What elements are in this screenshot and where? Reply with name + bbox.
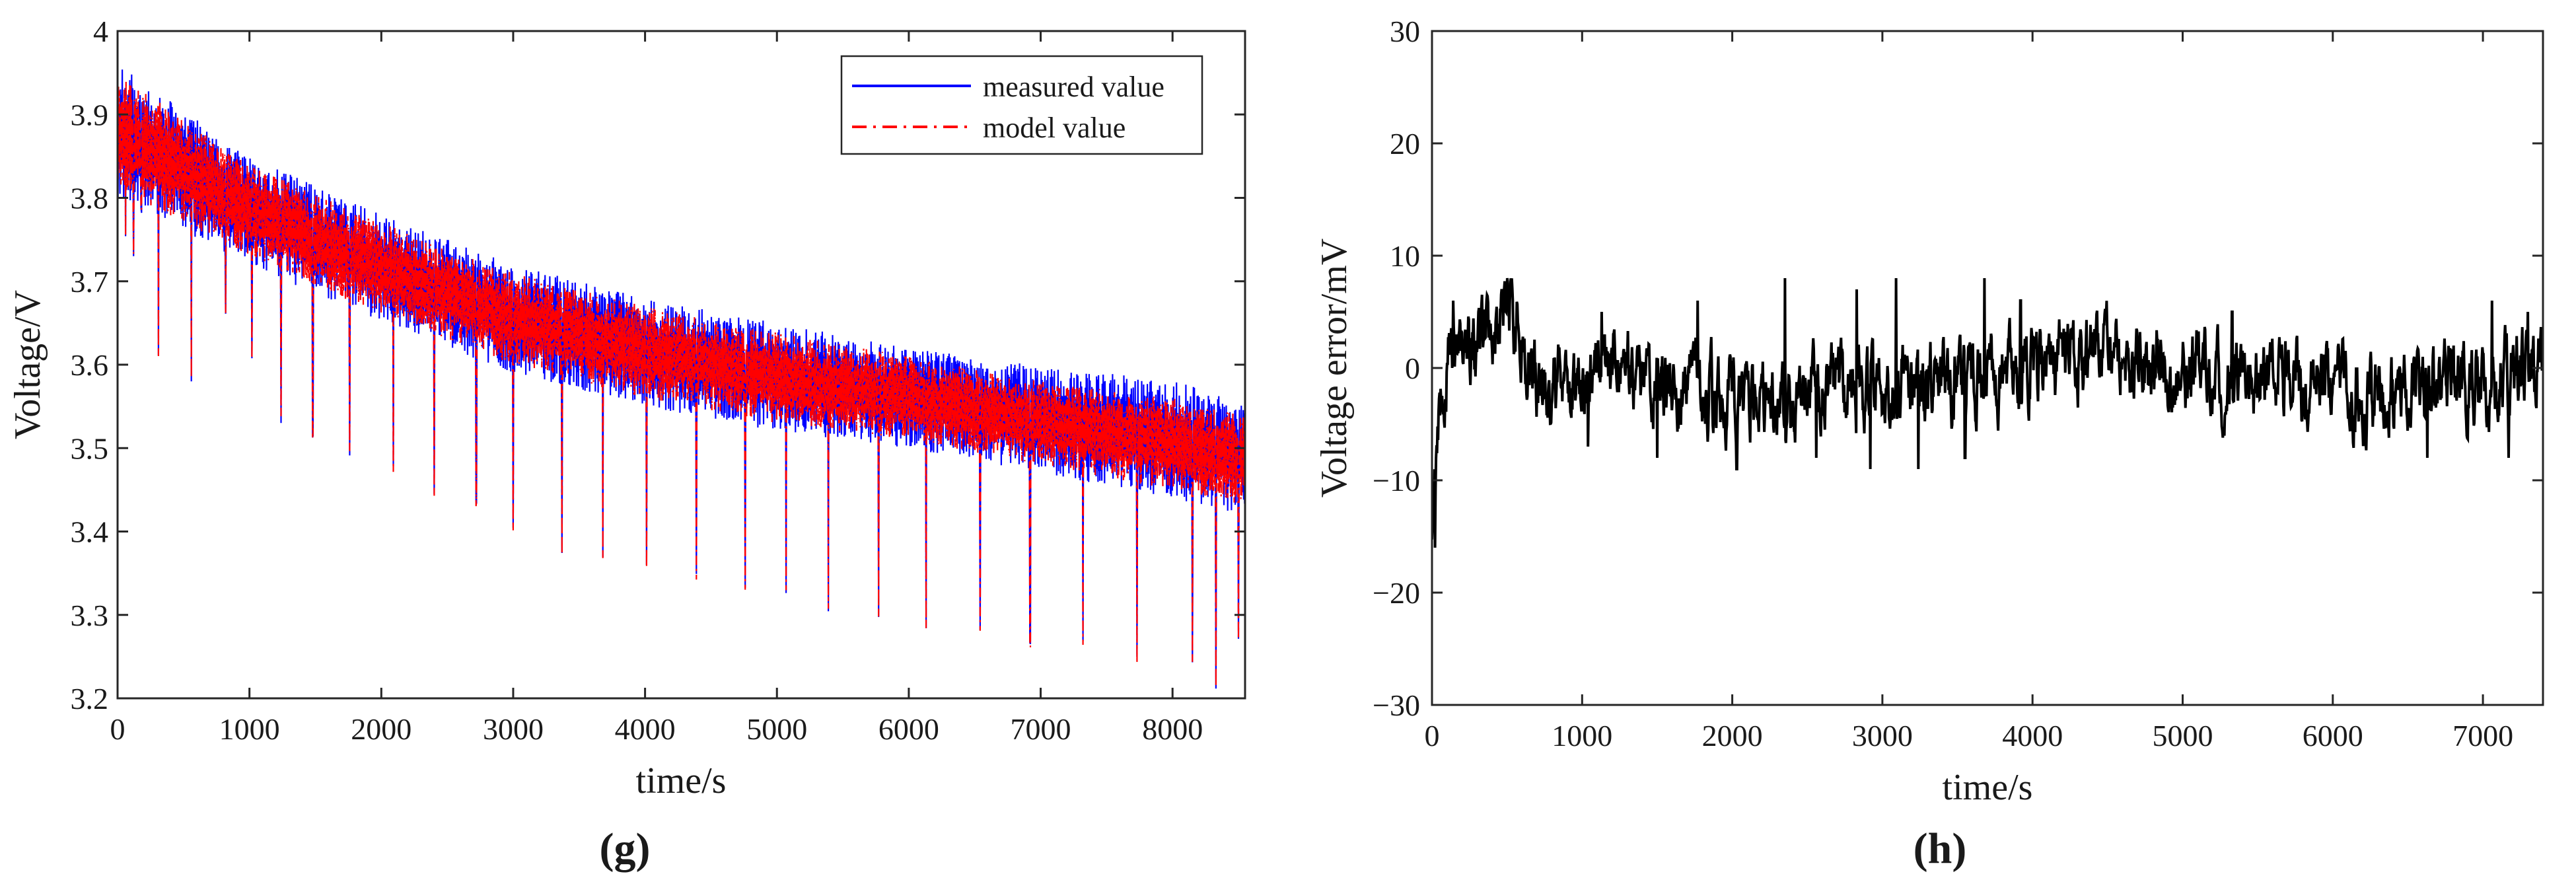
legend-measured-label: measured value [983, 71, 1164, 103]
chart-h-xtick-label: 2000 [1702, 719, 1763, 752]
chart-g: 0 1000 2000 3000 4000 5000 6000 7000 8000 3.2 3.3 3… [7, 15, 1246, 873]
chart-g-ytick-label: 3.8 [71, 182, 109, 215]
chart-g-ylabel: Voltage/V [7, 290, 48, 439]
panel-label-h: (h) [1914, 825, 1967, 873]
chart-h-ytick-label: 10 [1390, 239, 1420, 273]
chart-g-xtick-label: 3000 [483, 712, 544, 746]
chart-h-xtick-label: 6000 [2303, 719, 2363, 752]
chart-g-xtick-label: 4000 [615, 712, 676, 746]
chart-g-ytick-label: 3.7 [71, 265, 109, 299]
chart-h-xlabel: time/s [1943, 767, 2033, 808]
chart-h-xtick-label: 1000 [1552, 719, 1612, 752]
chart-h-xtick-label: 3000 [1852, 719, 1913, 752]
series-voltage-error-line [1432, 277, 2543, 548]
chart-g-legend-box [840, 55, 1203, 155]
chart-g-ytick-label: 3.3 [71, 599, 109, 632]
chart-h-xtick-label: 4000 [2002, 719, 2063, 752]
chart-h-xtick-label: 0 [1425, 719, 1440, 752]
chart-g-xtick-label: 7000 [1011, 712, 1071, 746]
chart-h-ytick-label: 30 [1390, 15, 1420, 48]
chart-h-xtick-label: 5000 [2152, 719, 2213, 752]
chart-g-ytick-label: 4 [93, 15, 108, 48]
chart-g-ytick-label: 3.9 [71, 98, 109, 131]
chart-g-ytick-label: 3.4 [71, 515, 109, 549]
chart-g-legend: measured value model value [840, 55, 1203, 155]
legend-model-label: model value [983, 112, 1126, 144]
chart-g-ytick-label: 3.2 [71, 682, 109, 715]
chart-g-xtick-label: 2000 [351, 712, 411, 746]
chart-g-xlabel: time/s [636, 760, 727, 801]
series-model-value-line [118, 81, 1245, 687]
chart-g-xtick-label: 0 [110, 712, 125, 746]
panel-label-g: (g) [600, 825, 651, 873]
chart-g-xtick-label: 8000 [1142, 712, 1203, 746]
chart-h-ytick-label: −10 [1373, 464, 1420, 497]
chart-g-xtick-label: 5000 [746, 712, 807, 746]
chart-g-xtick-label: 6000 [878, 712, 939, 746]
chart-h-xtick-label: 7000 [2452, 719, 2513, 752]
chart-h-ytick-label: 20 [1390, 127, 1420, 161]
chart-h-ytick-label: 0 [1405, 351, 1420, 385]
chart-h: 0 1000 2000 3000 4000 5000 6000 7000 −30 −20 −10 0 1… [1314, 15, 2544, 873]
chart-g-ytick-label: 3.5 [71, 431, 109, 465]
chart-g-ytick-label: 3.6 [71, 348, 109, 382]
chart-h-ylabel: Voltage error/mV [1314, 238, 1355, 497]
chart-g-xtick-label: 1000 [219, 712, 280, 746]
chart-h-ytick-label: −30 [1373, 688, 1420, 722]
chart-h-ytick-label: −20 [1373, 576, 1420, 610]
